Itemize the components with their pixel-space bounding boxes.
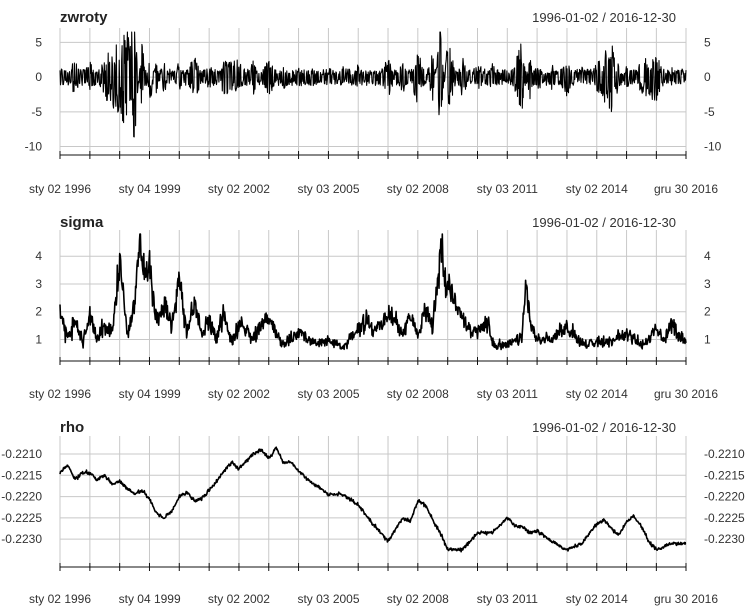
y-tick-label-right: -0.2215 [704, 468, 745, 482]
x-tick-label: sty 03 2005 [297, 387, 359, 401]
x-tick-label: sty 02 2014 [566, 182, 628, 196]
y-tick-label-right: -0.2220 [704, 490, 745, 504]
x-tick-label: sty 04 1999 [119, 592, 181, 606]
y-tick-label-left: 3 [35, 277, 42, 291]
date-range-label: 1996-01-02 / 2016-12-30 [532, 215, 676, 230]
date-range-label: 1996-01-02 / 2016-12-30 [532, 420, 676, 435]
y-tick-label-left: 1 [35, 333, 42, 347]
panel-zwroty: zwroty 1996-01-02 / 2016-12-30 5 5 0 0 -5 -5 -10… [25, 9, 722, 196]
x-tick-label: sty 02 1996 [29, 182, 91, 196]
x-tick-label: gru 30 2016 [654, 387, 718, 401]
y-tick-label-right: 3 [704, 277, 711, 291]
panel-sigma: sigma 1996-01-02 / 2016-12-30 4 4 3 3 2 2 1 1 sty … [29, 214, 718, 401]
y-tick-label-right: -0.2225 [704, 511, 745, 525]
x-tick-label: sty 02 2002 [208, 592, 270, 606]
y-tick-label-right: 4 [704, 249, 711, 263]
panel-title: zwroty [60, 9, 108, 26]
panel-title: rho [60, 419, 84, 436]
series-line-zwroty [59, 31, 687, 138]
x-tick-label: sty 02 2008 [387, 592, 449, 606]
x-tick-label: sty 03 2011 [477, 592, 538, 606]
y-tick-label-left: -0.2220 [1, 490, 42, 504]
y-tick-label-left: 0 [35, 70, 42, 84]
y-tick-label-left: -0.2230 [1, 532, 42, 546]
x-tick-label: sty 02 2008 [387, 387, 449, 401]
x-tick-label: gru 30 2016 [654, 182, 718, 196]
y-tick-label-right: 1 [704, 333, 711, 347]
x-tick-label: sty 02 2002 [208, 387, 270, 401]
y-tick-label-left: -0.2210 [1, 447, 42, 461]
y-tick-label-right: 5 [704, 35, 711, 49]
y-tick-label-right: 2 [704, 305, 711, 319]
y-tick-label-right: -0.2210 [704, 447, 745, 461]
x-tick-label: sty 02 1996 [29, 387, 91, 401]
date-range-label: 1996-01-02 / 2016-12-30 [532, 10, 676, 25]
y-tick-label-right: -10 [704, 140, 722, 154]
y-tick-label-right: -5 [704, 105, 715, 119]
x-tick-label: sty 03 2005 [297, 592, 359, 606]
x-tick-label: sty 03 2011 [477, 387, 538, 401]
x-tick-label: gru 30 2016 [654, 592, 718, 606]
y-tick-label-left: -10 [25, 140, 43, 154]
y-tick-label-left: 2 [35, 305, 42, 319]
x-tick-label: sty 02 2002 [208, 182, 270, 196]
x-tick-label: sty 04 1999 [119, 387, 181, 401]
panel-title: sigma [60, 214, 104, 231]
y-tick-label-right: 0 [704, 70, 711, 84]
y-tick-label-left: -5 [31, 105, 42, 119]
x-tick-label: sty 03 2005 [297, 182, 359, 196]
x-tick-label: sty 03 2011 [477, 182, 538, 196]
y-tick-label-right: -0.2230 [704, 532, 745, 546]
x-tick-label: sty 02 1996 [29, 592, 91, 606]
y-tick-label-left: 4 [35, 249, 42, 263]
x-tick-label: sty 02 2008 [387, 182, 449, 196]
series-line-sigma [59, 233, 687, 351]
x-tick-label: sty 02 2014 [566, 387, 628, 401]
y-tick-label-left: -0.2225 [1, 511, 42, 525]
panel-rho: rho 1996-01-02 / 2016-12-30 -0.2210 -0.2210… [1, 419, 745, 606]
series-line-rho [59, 446, 687, 553]
y-tick-label-left: 5 [35, 35, 42, 49]
y-tick-label-left: -0.2215 [1, 468, 42, 482]
x-tick-label: sty 04 1999 [119, 182, 181, 196]
x-tick-label: sty 02 2014 [566, 592, 628, 606]
